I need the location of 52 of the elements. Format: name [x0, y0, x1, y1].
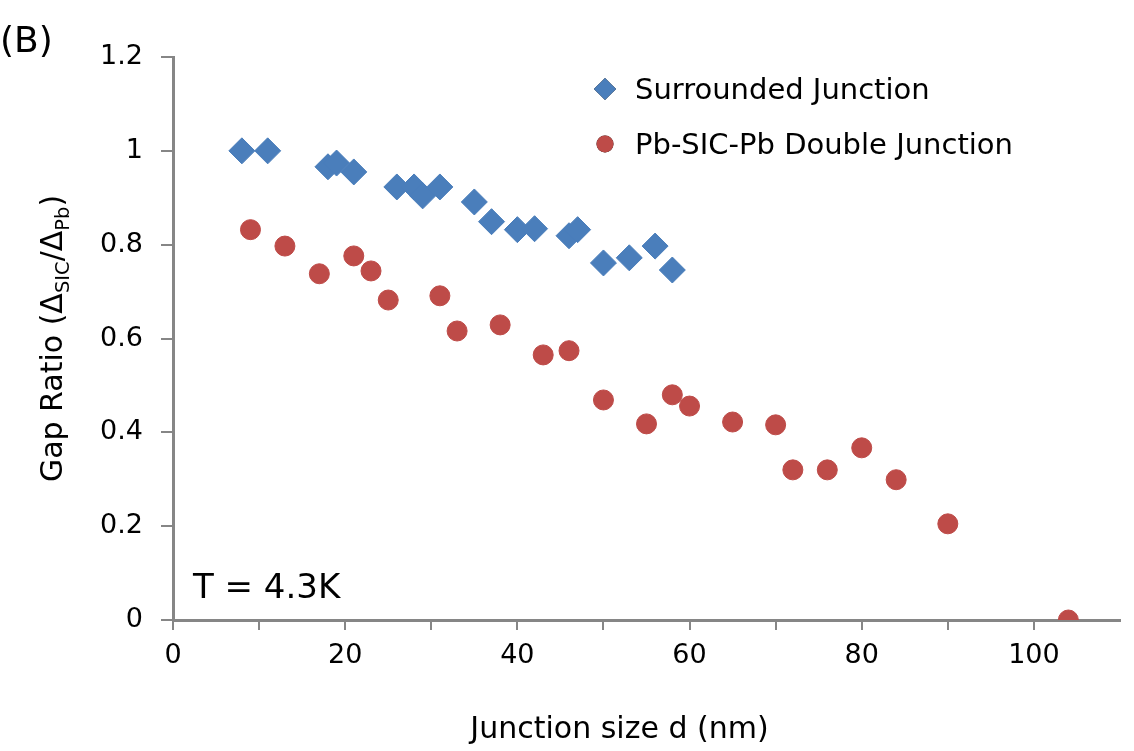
point — [558, 340, 580, 362]
y-axis-title: Gap Ratio (ΔSIC/ΔPb) — [34, 194, 74, 483]
point — [308, 263, 330, 285]
point — [765, 414, 787, 436]
point — [589, 249, 617, 277]
x-axis-title: Junction size d (nm) — [468, 710, 769, 745]
annotation: T = 4.3K — [192, 566, 342, 606]
point — [489, 314, 511, 336]
point — [592, 389, 614, 411]
point — [343, 245, 365, 267]
point — [426, 173, 454, 201]
point — [460, 188, 488, 216]
y-tick-label: 1.2 — [100, 39, 143, 71]
x-tick-label: 60 — [672, 638, 707, 670]
chart-title: (B) — [0, 19, 53, 60]
point — [409, 182, 437, 210]
point — [340, 158, 368, 186]
y-tick-label: 1 — [125, 132, 143, 164]
point — [274, 235, 296, 257]
y-tick-label: 0 — [125, 602, 143, 634]
point — [816, 459, 838, 481]
y-tick-label: 0.6 — [100, 320, 143, 352]
point — [782, 459, 804, 481]
x-tick-label: 20 — [328, 638, 363, 670]
point — [254, 137, 282, 165]
x-tick-label: 40 — [500, 638, 535, 670]
point — [429, 285, 451, 307]
point — [851, 437, 873, 459]
legend-label: Surrounded Junction — [635, 72, 930, 106]
x-tick-label: 100 — [1008, 638, 1060, 670]
point — [885, 469, 907, 491]
y-tick-label: 0.4 — [100, 414, 143, 446]
point — [722, 411, 744, 433]
x-tick-label: 80 — [844, 638, 879, 670]
point — [679, 395, 701, 417]
y-tick-label: 0.8 — [100, 226, 143, 258]
point — [532, 344, 554, 366]
legend-label: Pb-SIC-Pb Double Junction — [635, 127, 1013, 161]
point — [360, 260, 382, 282]
point — [658, 256, 686, 284]
point — [636, 413, 657, 435]
point — [641, 232, 669, 260]
point — [446, 320, 468, 342]
point — [937, 513, 959, 535]
x-tick-label: 0 — [164, 638, 182, 670]
point — [478, 208, 506, 236]
point — [239, 219, 261, 241]
point — [615, 244, 643, 272]
point — [228, 137, 256, 165]
point — [377, 289, 399, 311]
point — [661, 384, 683, 406]
y-tick-label: 0.2 — [100, 508, 143, 540]
